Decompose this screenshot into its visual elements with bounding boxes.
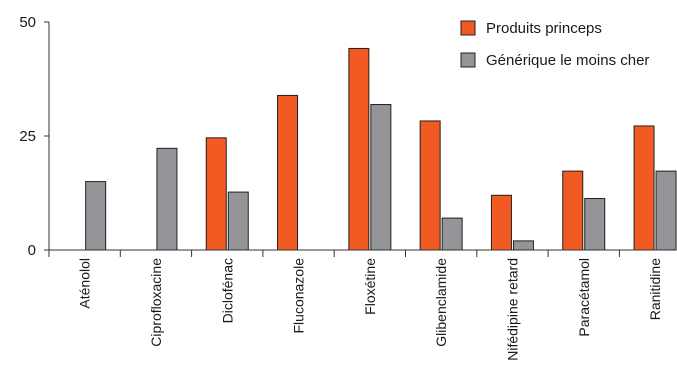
x-category-label: Ciprofloxacine (148, 258, 164, 347)
x-category-label: Diclofénac (219, 258, 235, 323)
x-category-label: Aténolol (77, 258, 93, 309)
y-tick-label: 50 (19, 14, 36, 31)
bar-generique-6 (441, 217, 463, 251)
x-category-label: Fluconazole (291, 258, 307, 334)
x-category-label: Ranitidine (647, 258, 663, 320)
bar-generique-3 (227, 191, 249, 251)
bars (85, 47, 677, 251)
y-tick-label: 25 (19, 128, 36, 145)
y-axis: 0 25 50 (19, 14, 50, 259)
legend-swatch-generique (460, 52, 476, 68)
x-category-label: Nifédipine retard (504, 258, 520, 361)
bar-generique-5 (370, 104, 392, 251)
bar-generique-2 (156, 147, 178, 251)
legend-label-princeps: Produits princeps (486, 20, 602, 37)
bar-princeps-5 (348, 47, 370, 251)
bar-generique-1 (85, 181, 107, 251)
y-tick-label: 0 (28, 242, 36, 259)
bar-princeps-4 (277, 94, 299, 251)
bar-princeps-9 (633, 125, 655, 251)
bar-princeps-6 (419, 120, 441, 251)
x-category-label: Glibenclamide (433, 258, 449, 347)
bar-princeps-8 (562, 170, 584, 251)
legend-swatch-princeps (460, 20, 476, 36)
x-category-label: Floxétine (362, 258, 378, 315)
x-category-label: Paracétamol (576, 258, 592, 337)
bar-generique-7 (512, 240, 534, 251)
bar-generique-9 (655, 170, 677, 251)
legend-label-generique: Générique le moins cher (486, 52, 649, 69)
x-axis: Aténolol Ciprofloxacine Diclofénac Fluconaz… (48, 249, 670, 361)
bar-princeps-7 (490, 194, 512, 251)
bar-generique-8 (584, 197, 606, 251)
bar-princeps-3 (205, 137, 227, 251)
legend: Produits princeps Générique le moins cher (460, 20, 649, 69)
